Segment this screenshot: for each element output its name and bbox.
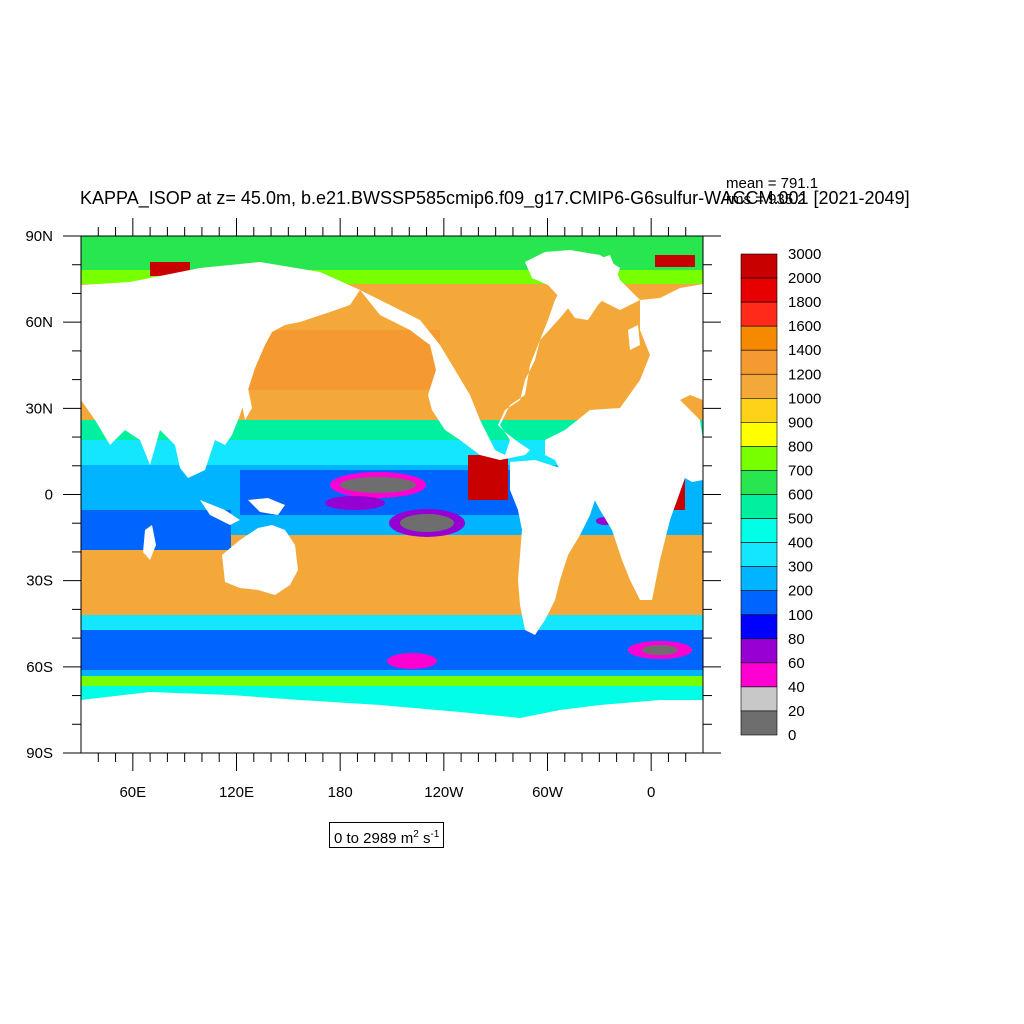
axis-ticks [63,218,721,771]
lon-tick-label: 120W [424,784,464,801]
southern-blue-band [81,630,703,675]
madagascar [143,525,156,560]
lat-tick-label: 30S [26,573,53,590]
colorbar-swatch [740,638,778,664]
colorbar-label: 1000 [788,390,821,407]
min-pocket-3-core [400,514,454,532]
colorbar-swatch [740,542,778,567]
range-unit-exp1: 2 [413,829,419,840]
colorbar-label: 600 [788,487,813,504]
europe-africa [545,284,703,600]
colorbar-label: 80 [788,631,805,648]
mean-value: mean = 791.1 [726,175,819,192]
japan [240,388,252,420]
south-atlantic-warm [560,545,680,615]
lat-tick-label: 90S [26,745,53,762]
uk [628,325,640,350]
axis-labels: 90N 60N 30N 0 30S 60S 90S 60E 120E 180 120W 60W 0 [25,228,655,801]
lat-tick-label: 60N [25,314,53,331]
lat-tick-label: 30N [25,400,53,417]
range-text: 0 to 2989 m [334,830,414,847]
colorbar-label: 1800 [788,294,821,311]
north-pacific-warm [240,330,440,390]
colorbar-swatch [740,566,778,592]
colorbar-swatch [740,325,778,351]
colorbar-label: 400 [788,535,813,552]
eurasia [81,262,360,478]
colorbar-swatch [740,253,778,279]
min-pocket-4 [387,653,437,669]
colorbar-label: 2000 [788,270,821,287]
lat-tick-label: 0 [45,487,53,504]
lon-tick-label: 180 [328,784,353,801]
australia [222,525,298,595]
colorbar-label: 100 [788,607,813,624]
colorbar-label: 1200 [788,366,821,383]
colorbar-swatch [740,494,778,519]
lon-tick-label: 60W [532,784,564,801]
value-range-box: 0 to 2989 m2 s-1 [329,822,445,848]
antarctic-green [81,676,703,686]
greenland [525,250,620,320]
colorbar-swatch [740,662,778,688]
colorbar-swatch [740,686,778,712]
colorbar-label: 60 [788,655,805,672]
colorbar-label: 1400 [788,342,821,359]
colorbar-label: 800 [788,438,813,455]
range-unit-exp2: -1 [430,829,440,840]
lon-tick-label: 60E [119,784,146,801]
colorbar-swatch [740,373,778,399]
colorbar-label: 3000 [788,246,821,263]
range-unit-mid: s [418,830,431,847]
plot-title: KAPPA_ISOP at z= 45.0m, b.e21.BWSSP585cm… [80,188,910,208]
indonesia [200,500,240,525]
colorbar-label: 300 [788,559,813,576]
south-indian-warm [81,550,231,620]
lon-tick-label: 120E [219,784,254,801]
min-pocket-1-core [340,477,416,493]
min-pocket-5-core [642,645,678,655]
colorbar-label: 0 [788,727,796,744]
land [81,250,703,753]
colorbar-swatch [740,590,778,616]
colorbar-swatch [740,277,778,303]
colorbar-swatch [740,397,778,423]
antarctica [81,692,703,753]
lon-tick-label: 0 [647,784,655,801]
colorbar-swatch [740,446,778,471]
min-pocket-2 [325,496,385,510]
new-guinea [248,498,285,515]
colorbar-label: 40 [788,679,805,696]
rms-value: rms = 935.2 [726,191,806,208]
colorbar-label: 500 [788,511,813,528]
colorbar-swatch [740,422,778,447]
south-america [510,460,598,635]
colorbar-label: 900 [788,414,813,431]
colorbar-label: 700 [788,462,813,479]
colorbar-label: 1600 [788,318,821,335]
ocean-field [81,236,703,753]
lat-tick-label: 90N [25,228,53,245]
colorbar-swatch [740,301,778,327]
arctic-high-2 [655,255,695,267]
colorbar-swatch [740,470,778,495]
colorbar-swatch [740,518,778,543]
lat-tick-label: 60S [26,659,53,676]
stats-box: mean = 791.1 rms = 935.2 [726,176,818,208]
south-indian-blue [81,510,231,550]
colorbar-swatch [740,710,778,736]
colorbar: 3000200018001600140012001000900800700600… [740,246,821,744]
colorbar-swatch [740,349,778,375]
colorbar-label: 200 [788,583,813,600]
east-pacific-high [468,455,508,500]
colorbar-label: 20 [788,703,805,720]
colorbar-swatch [740,614,778,640]
